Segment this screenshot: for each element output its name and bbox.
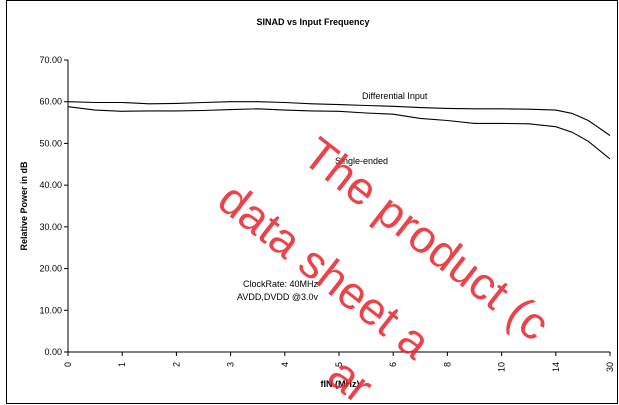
y-tick-label: 40.00 [39, 180, 62, 190]
chart-title: SINAD vs Input Frequency [256, 17, 369, 27]
x-tick-label: 6 [388, 362, 398, 367]
x-tick-label: 3 [226, 362, 236, 367]
annotation-differential-input: Differential Input [362, 91, 428, 101]
y-axis-ticks: 0.00 10.00 20.00 30.00 40.00 50.00 60.00 70.00 [39, 55, 68, 357]
chart-frame [6, 0, 618, 404]
y-tick-label: 20.00 [39, 264, 62, 274]
y-tick-label: 60.00 [39, 97, 62, 107]
series-line-differential-input [67, 101, 611, 136]
y-axis-label: Relative Power in dB [19, 161, 29, 251]
y-tick-label: 50.00 [39, 138, 62, 148]
y-tick-label: 70.00 [39, 55, 62, 65]
watermark: The product (c data sheet a ar [209, 127, 560, 405]
x-tick-label: 10 [497, 362, 507, 372]
x-tick-label: 2 [171, 362, 181, 367]
series-line-single-ended [67, 106, 611, 160]
y-tick-label: 10.00 [39, 305, 62, 315]
x-tick-label: 5 [334, 362, 344, 367]
x-tick-label: 30 [605, 362, 615, 372]
x-tick-label: 8 [442, 362, 452, 367]
annotation-supply-voltage: AVDD,DVDD @3.0v [237, 292, 318, 302]
y-tick-label: 30.00 [39, 222, 62, 232]
x-tick-label: 1 [117, 362, 127, 367]
annotation-clock-rate: ClockRate: 40MHz [243, 279, 319, 289]
x-tick-label: 0 [63, 362, 73, 367]
y-tick-label: 0.00 [44, 347, 62, 357]
x-tick-label: 4 [280, 362, 290, 367]
x-tick-label: 14 [551, 362, 561, 372]
annotation-single-ended: Single-ended [335, 156, 388, 166]
x-axis-ticks: 0 1 2 3 4 5 6 8 10 14 30 [63, 352, 615, 372]
x-axis-label: fIN (MHz) [321, 379, 360, 389]
watermark-line-3: ar [319, 347, 383, 405]
